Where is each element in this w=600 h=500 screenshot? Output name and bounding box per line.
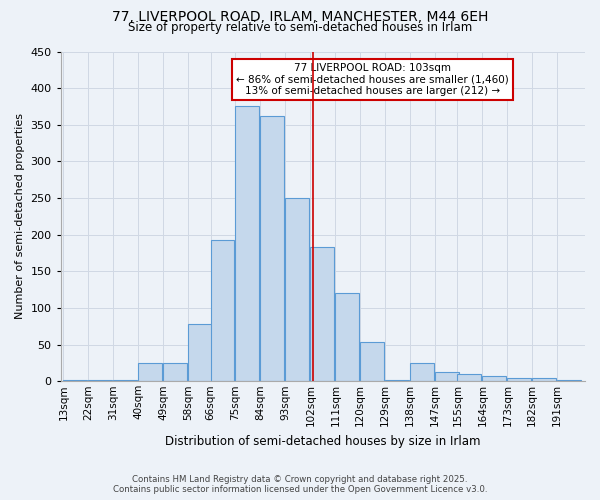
Bar: [310, 247, 334, 382]
Bar: [211, 240, 234, 382]
Bar: [482, 376, 506, 382]
Bar: [508, 378, 531, 382]
Bar: [286, 198, 309, 382]
Bar: [163, 363, 187, 382]
Bar: [410, 363, 434, 382]
Bar: [361, 342, 384, 382]
Text: Contains HM Land Registry data © Crown copyright and database right 2025.
Contai: Contains HM Land Registry data © Crown c…: [113, 474, 487, 494]
Bar: [113, 380, 137, 382]
Bar: [457, 374, 481, 382]
Text: 77, LIVERPOOL ROAD, IRLAM, MANCHESTER, M44 6EH: 77, LIVERPOOL ROAD, IRLAM, MANCHESTER, M…: [112, 10, 488, 24]
Bar: [385, 380, 409, 382]
Y-axis label: Number of semi-detached properties: Number of semi-detached properties: [15, 114, 25, 320]
Bar: [260, 116, 284, 382]
Text: Size of property relative to semi-detached houses in Irlam: Size of property relative to semi-detach…: [128, 21, 472, 34]
Bar: [532, 378, 556, 382]
X-axis label: Distribution of semi-detached houses by size in Irlam: Distribution of semi-detached houses by …: [165, 434, 481, 448]
Bar: [139, 363, 162, 382]
Bar: [188, 324, 212, 382]
Bar: [335, 294, 359, 382]
Bar: [557, 380, 581, 382]
Bar: [435, 372, 459, 382]
Bar: [64, 380, 87, 382]
Text: 77 LIVERPOOL ROAD: 103sqm
← 86% of semi-detached houses are smaller (1,460)
13% : 77 LIVERPOOL ROAD: 103sqm ← 86% of semi-…: [236, 63, 509, 96]
Bar: [235, 106, 259, 382]
Bar: [88, 380, 112, 382]
